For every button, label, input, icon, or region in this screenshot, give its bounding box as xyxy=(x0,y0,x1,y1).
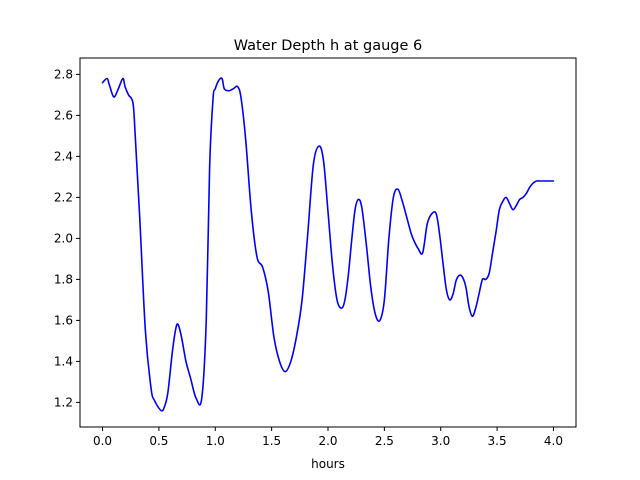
x-axis-label: hours xyxy=(311,457,345,471)
series-layer xyxy=(101,77,555,412)
y-tick-label: 2.6 xyxy=(54,108,73,122)
y-tick-label: 2.0 xyxy=(54,231,73,245)
x-tick-label: 1.0 xyxy=(206,434,225,448)
x-tick-label: 3.0 xyxy=(431,434,450,448)
y-tick-label: 2.4 xyxy=(54,149,73,163)
chart-title: Water Depth h at gauge 6 xyxy=(234,38,422,54)
x-tick-label: 2.0 xyxy=(318,434,337,448)
y-axis-ticks: 1.2 1.4 1.6 1.8 2.0 2.2 2.4 2.6 2.8 xyxy=(54,67,80,409)
y-tick-label: 1.8 xyxy=(54,272,73,286)
x-tick-label: 0.5 xyxy=(149,434,168,448)
y-tick-label: 2.2 xyxy=(54,190,73,204)
x-axis-ticks: 0.0 0.5 1.0 1.5 2.0 2.5 3.0 3.5 4.0 xyxy=(93,427,563,448)
y-tick-label: 1.6 xyxy=(54,313,73,327)
series-line-0 xyxy=(101,77,555,412)
y-tick-label: 1.4 xyxy=(54,354,73,368)
y-tick-label: 2.8 xyxy=(54,67,73,81)
x-tick-label: 4.0 xyxy=(544,434,563,448)
y-tick-label: 1.2 xyxy=(54,395,73,409)
x-tick-label: 0.0 xyxy=(93,434,112,448)
x-tick-label: 3.5 xyxy=(488,434,507,448)
x-tick-label: 2.5 xyxy=(375,434,394,448)
x-tick-label: 1.5 xyxy=(262,434,281,448)
